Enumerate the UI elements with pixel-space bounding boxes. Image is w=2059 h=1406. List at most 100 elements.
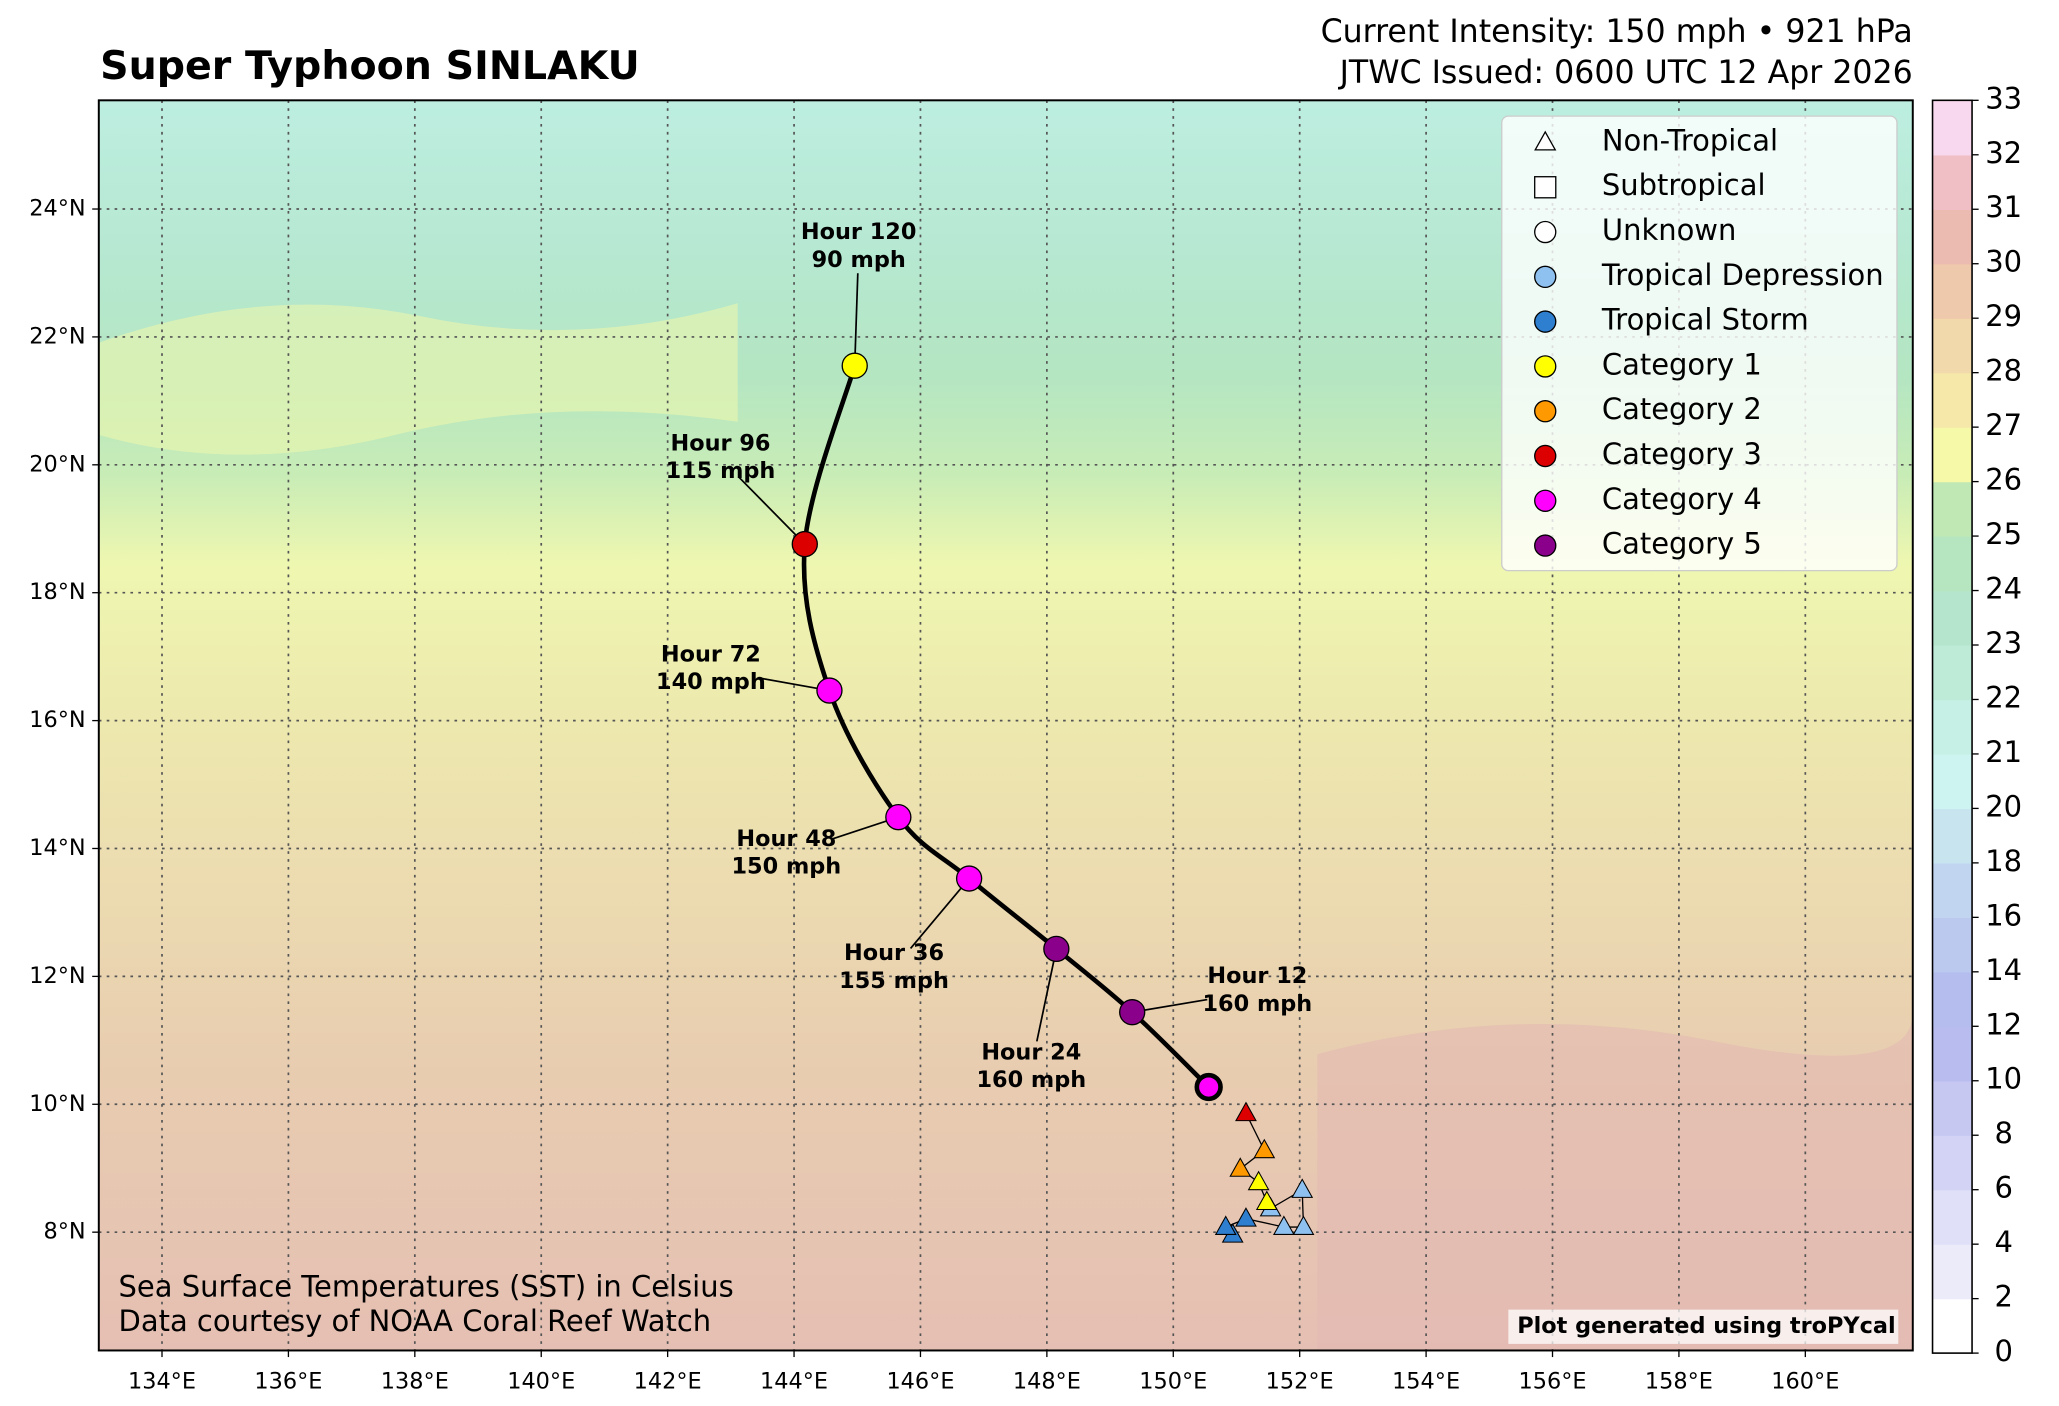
colorbar-band (1932, 917, 1973, 973)
past-track-point (1229, 1157, 1252, 1177)
forecast-hour-label: Hour 72 (661, 641, 761, 667)
x-tick-label: 148°E (1013, 1369, 1081, 1395)
colorbar-band (1932, 318, 1973, 374)
colorbar-tick-label: 14 (1985, 953, 2022, 987)
past-track-point (1255, 1190, 1278, 1211)
x-tick-label: 156°E (1518, 1369, 1586, 1395)
forecast-point (885, 803, 912, 831)
legend-label: Tropical Storm (1601, 303, 1809, 337)
legend-label: Category 4 (1602, 482, 1762, 516)
x-tick-label: 160°E (1771, 1369, 1839, 1395)
colorbar-tick-label: 32 (1985, 136, 2022, 170)
sst-patch (1317, 1014, 1913, 1351)
colorbar-band (1932, 590, 1973, 646)
colorbar-band (1932, 753, 1973, 810)
forecast-intensity-label: 90 mph (812, 247, 906, 273)
x-tick-label: 144°E (760, 1369, 828, 1395)
legend-marker (1534, 534, 1557, 557)
sst-patches (98, 303, 1913, 1351)
forecast-hour-label: Hour 36 (844, 940, 944, 966)
y-tick-label: 24°N (29, 196, 85, 222)
colorbar-band (1932, 862, 1973, 919)
forecast-hour-label: Hour 96 (670, 430, 770, 456)
colorbar-band (1932, 154, 1973, 210)
y-tick-label: 18°N (29, 579, 85, 605)
colorbar-tick-label: 25 (1985, 517, 2022, 551)
y-tick-label: 8°N (43, 1219, 85, 1245)
forecast-point (955, 865, 983, 892)
colorbar-tick-label: 31 (1985, 190, 2022, 224)
forecast-hour-label: Hour 120 (801, 219, 917, 245)
colorbar-tick-label: 26 (1985, 463, 2022, 497)
legend-marker (1534, 400, 1557, 423)
forecast-hour-label: Hour 48 (736, 826, 836, 852)
colorbar-tick-label: 2 (1994, 1280, 2012, 1314)
forecast-point (1043, 935, 1070, 963)
legend-label: Unknown (1602, 213, 1736, 247)
legend-marker (1534, 265, 1557, 289)
current-position (1194, 1072, 1223, 1102)
forecast-intensity-label: 150 mph (731, 854, 841, 880)
forecast-intensity-label: 160 mph (976, 1067, 1086, 1093)
forecast-point (1119, 999, 1146, 1026)
y-tick-label: 16°N (29, 707, 85, 733)
past-track-point (1253, 1138, 1276, 1159)
x-tick-label: 140°E (507, 1369, 575, 1395)
legend-marker (1534, 310, 1557, 333)
colorbar-band (1932, 808, 1973, 864)
x-tick-label: 136°E (254, 1369, 322, 1395)
legend-label: Category 1 (1602, 347, 1762, 381)
colorbar-tick-label: 28 (1985, 354, 2022, 388)
forecast-hour-label: Hour 12 (1207, 963, 1307, 989)
label-leader (909, 877, 970, 949)
x-tick-label: 154°E (1392, 1369, 1460, 1395)
legend-marker (1534, 220, 1557, 244)
colorbar-tick-label: 10 (1985, 1062, 2022, 1096)
forecast-intensity-label: 155 mph (839, 968, 949, 994)
colorbar-frame (1931, 99, 1973, 1354)
colorbar-tick-label: 6 (1994, 1171, 2012, 1205)
colorbar-band (1932, 1244, 1973, 1300)
colorbar-tick-label: 33 (1985, 81, 2022, 115)
y-tick-label: 22°N (29, 323, 85, 349)
sst-patch (98, 303, 738, 455)
x-tick-label: 134°E (128, 1369, 196, 1395)
x-tick-label: 138°E (381, 1369, 449, 1395)
legend-marker (1534, 176, 1557, 199)
colorbar-band (1932, 1189, 1973, 1245)
colorbar-band (1932, 100, 1973, 156)
colorbar-tick-label: 0 (1994, 1334, 2012, 1368)
past-track-point (1214, 1215, 1237, 1235)
subtitle: JTWC Issued: 0600 UTC 12 Apr 2026 (1338, 55, 1913, 91)
past-track-point (1235, 1101, 1257, 1122)
colorbar-band (1932, 699, 1973, 755)
colorbar-band (1932, 1026, 1973, 1082)
y-tick-label: 12°N (29, 963, 85, 989)
y-tick-label: 20°N (29, 451, 85, 477)
legend-box (1501, 115, 1898, 572)
colorbar-tick-label: 24 (1985, 572, 2022, 606)
chart-title: Super Typhoon SINLAKU (100, 43, 640, 89)
colorbar-band (1932, 645, 1973, 701)
colorbar-tick-label: 16 (1985, 898, 2022, 932)
legend-label: Category 2 (1602, 392, 1762, 426)
legend: Non-Tropical Subtropical Unknown Tropical D… (1534, 123, 1884, 561)
colorbar-tick-label: 20 (1985, 789, 2022, 823)
forecast-intensity-label: 160 mph (1202, 991, 1312, 1017)
colorbar-band (1932, 263, 1973, 319)
colorbar-tick-label: 27 (1985, 408, 2022, 442)
colorbar-band (1932, 1080, 1973, 1136)
legend-marker (1534, 355, 1557, 378)
past-track-point (1292, 1215, 1315, 1235)
x-tick-label: 146°E (886, 1369, 954, 1395)
past-track-point (1247, 1170, 1270, 1191)
legend-label: Non-Tropical (1602, 123, 1778, 157)
annotation: Sea Surface Temperatures (SST) in Celsiu… (119, 1270, 734, 1304)
forecast-intensity-label: 115 mph (666, 458, 776, 484)
colorbar-tick-label: 18 (1985, 844, 2022, 878)
forecast-point (791, 530, 818, 558)
map-frame (97, 99, 1914, 1352)
